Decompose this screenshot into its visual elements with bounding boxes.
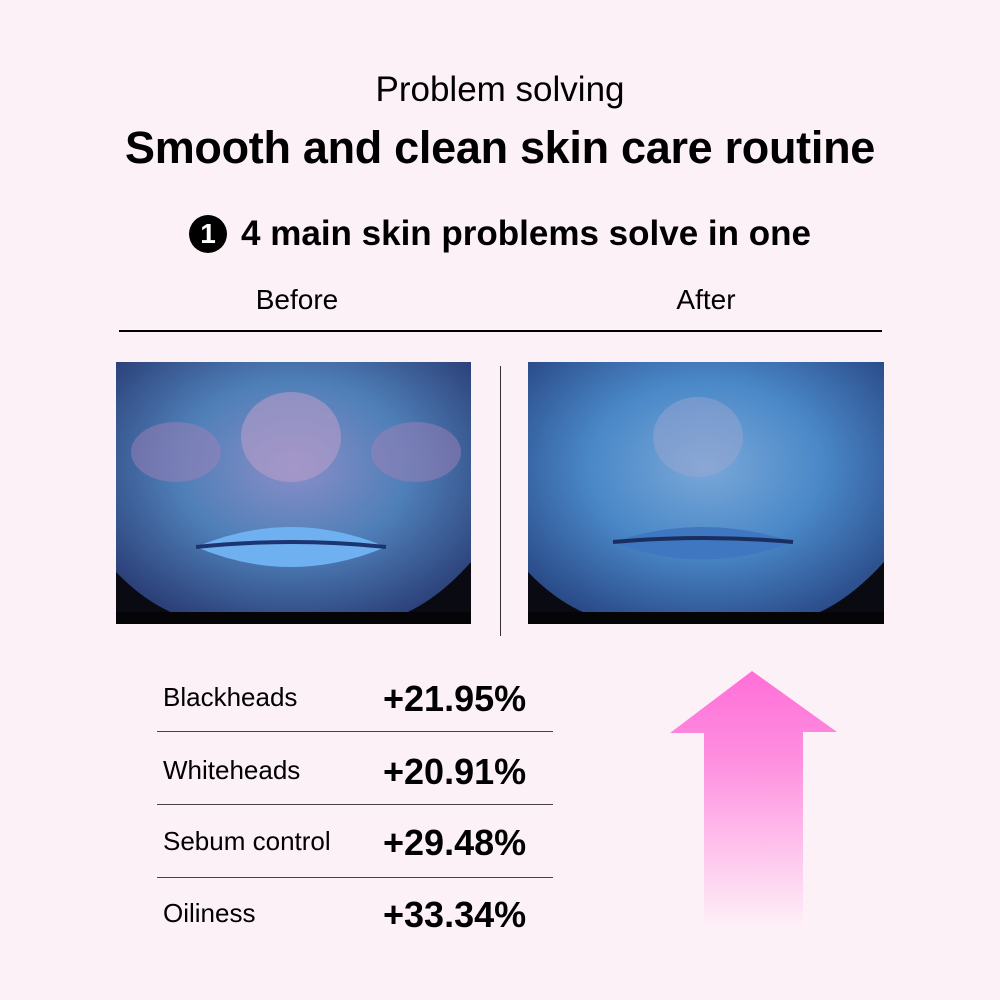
before-label: Before [255, 284, 339, 315]
subtitle: Problem solving [375, 70, 625, 109]
after-label: After [676, 284, 736, 315]
result-label: Sebum control [163, 826, 331, 856]
row-divider [157, 804, 553, 805]
row-divider [157, 731, 553, 732]
up-arrow-icon [670, 671, 837, 928]
result-label: Whiteheads [163, 755, 301, 785]
page-title: Smooth and clean skin care routine [125, 122, 875, 173]
after-skin-image [528, 362, 884, 624]
result-label: Oiliness [163, 898, 256, 928]
result-value: +33.34% [383, 894, 527, 935]
before-after-divider [500, 366, 501, 636]
result-value: +20.91% [383, 751, 527, 792]
row-divider [157, 877, 553, 878]
number-circle-icon: 1 [189, 215, 228, 253]
section-heading: 1 4 main skin problems solve in one [0, 214, 1000, 254]
header-divider [119, 330, 882, 332]
before-skin-image [116, 362, 471, 624]
section-heading-text: 4 main skin problems solve in one [241, 214, 811, 253]
result-value: +29.48% [383, 822, 527, 863]
result-value: +21.95% [383, 678, 527, 719]
result-label: Blackheads [163, 682, 298, 712]
